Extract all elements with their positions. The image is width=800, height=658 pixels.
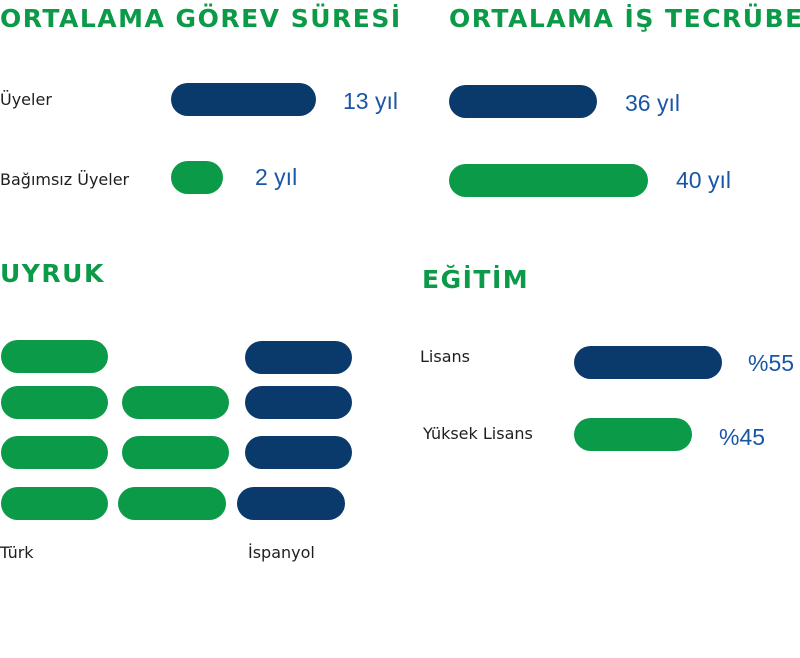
nationality-pill-turk	[118, 487, 226, 520]
experience-title: ORTALAMA İŞ TECRÜBESİ	[449, 4, 800, 33]
education-label-master: Yüksek Lisans	[423, 424, 533, 443]
education-value-bachelor: %55	[748, 350, 795, 376]
nationality-pill-spanish	[245, 436, 352, 469]
tenure-value-members: 13 yıl	[343, 88, 398, 114]
experience-bar-1	[449, 85, 597, 118]
tenure-label-independent: Bağımsız Üyeler	[0, 170, 130, 189]
nationality-pill-spanish	[245, 386, 352, 419]
nationality-pill-turk	[1, 487, 108, 520]
education-title: EĞİTİM	[422, 265, 530, 294]
education-bar-master	[574, 418, 692, 451]
nationality-label-spanish: İspanyol	[248, 543, 315, 562]
tenure-label-members: Üyeler	[0, 90, 52, 109]
tenure-bar-members	[171, 83, 316, 116]
nationality-pill-turk	[1, 340, 108, 373]
nationality-pill-spanish	[237, 487, 345, 520]
nationality-pill-turk	[1, 386, 108, 419]
nationality-pill-turk	[122, 436, 229, 469]
experience-value-2: 40 yıl	[676, 167, 731, 193]
nationality-pill-spanish	[245, 341, 352, 374]
experience-bar-2	[449, 164, 648, 197]
education-label-bachelor: Lisans	[420, 347, 470, 366]
experience-value-1: 36 yıl	[625, 90, 680, 116]
nationality-pill-turk	[122, 386, 229, 419]
education-value-master: %45	[719, 424, 766, 450]
nationality-title: UYRUK	[0, 259, 105, 288]
nationality-pill-turk	[1, 436, 108, 469]
nationality-label-turk: Türk	[0, 543, 34, 562]
tenure-value-independent: 2 yıl	[255, 164, 298, 190]
tenure-bar-independent	[171, 161, 223, 194]
education-bar-bachelor	[574, 346, 722, 379]
tenure-title: ORTALAMA GÖREV SÜRESİ	[0, 4, 402, 33]
